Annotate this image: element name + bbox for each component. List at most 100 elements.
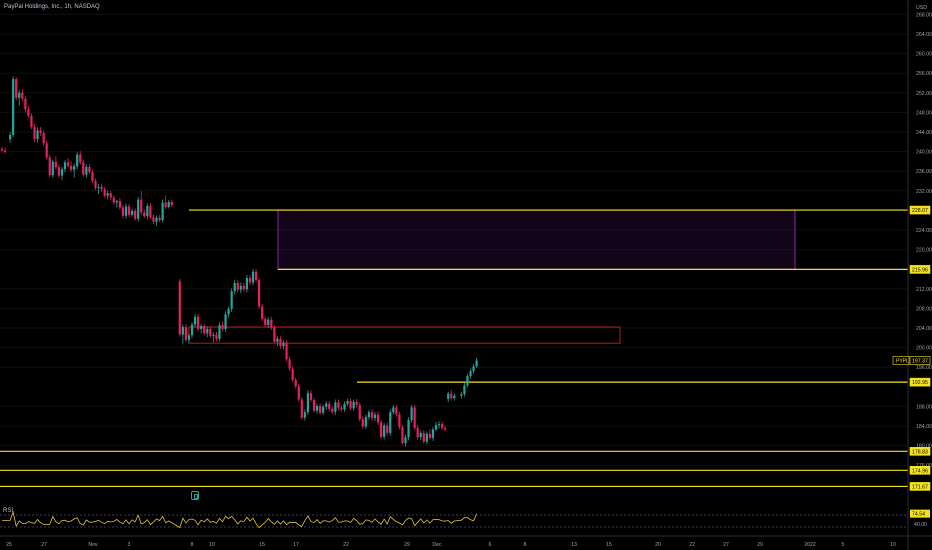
candle-body [100, 186, 103, 190]
price-badge-label: 192.95 [912, 380, 928, 386]
symbol-tag [892, 356, 910, 365]
candle-body [315, 405, 319, 411]
candle-body [45, 143, 48, 158]
time-tick-label: 20 [655, 542, 661, 548]
time-tick-label: 13 [571, 542, 577, 548]
price-tick-label: 180.00 [916, 444, 932, 450]
candle-body [270, 319, 273, 328]
candle-body [410, 407, 413, 421]
symbol-tag-label: PYPL [896, 358, 909, 364]
candle-body [328, 403, 331, 409]
price-tick-label: 208.00 [916, 306, 932, 312]
candle-body [27, 109, 30, 116]
candle-body [358, 404, 361, 420]
candle-body [146, 205, 149, 217]
candle-body [245, 278, 248, 290]
time-tick-label: 5 [842, 542, 845, 548]
candle-body [261, 306, 264, 319]
candle-body [453, 395, 456, 399]
candle-body [230, 291, 233, 309]
candle-body [334, 402, 337, 412]
candle-body [389, 412, 392, 433]
candle-body [200, 326, 203, 329]
time-tick-label: 22 [343, 542, 349, 548]
candles [0, 76, 478, 447]
price-tick-label: 240.00 [916, 150, 932, 156]
candle-body [197, 316, 200, 329]
time-axis[interactable]: 25 27 Nov 3 8 10 15 17 22 29 Dec 6 8 13 15 20 22 27 29 2022… [6, 542, 896, 548]
candle-body [184, 327, 187, 340]
candle-body [276, 338, 279, 342]
rsi-pane[interactable] [0, 510, 908, 529]
candle-body [206, 328, 209, 334]
candle-body [450, 393, 453, 399]
price-badge-label: 228.07 [912, 208, 928, 214]
candle-body [279, 338, 282, 347]
price-badge [909, 265, 931, 274]
candle-body [158, 217, 161, 221]
candle-body [3, 150, 7, 153]
price-tick-label: 236.00 [916, 169, 932, 175]
price-tick-label: 224.00 [916, 228, 932, 234]
price-tick-label: 196.00 [916, 365, 932, 371]
candle-body [106, 193, 109, 196]
candle-body [441, 424, 444, 428]
candle-body [248, 278, 252, 283]
candle-body [36, 130, 39, 139]
candle-body [221, 325, 224, 329]
candle-body [239, 285, 242, 290]
candle-body [15, 79, 18, 98]
candle-body [73, 166, 76, 170]
candle-body [137, 199, 140, 219]
alarm-clock-icon[interactable] [191, 491, 199, 500]
candle-body [115, 201, 118, 203]
candle-body [376, 414, 380, 423]
candle-body [395, 407, 398, 415]
candle-body [42, 132, 45, 144]
candle-body [66, 162, 70, 166]
candle-body [367, 412, 370, 418]
candle-body [57, 167, 60, 176]
candle-body [209, 328, 212, 336]
rsi-scale-label: 40.00 [914, 522, 927, 528]
candle-body [463, 385, 466, 395]
candle-body [63, 162, 67, 170]
price-badge [909, 377, 931, 387]
candle-body [325, 403, 328, 407]
candle-body [193, 316, 197, 325]
candle-body [349, 401, 352, 409]
price-badge [909, 447, 931, 456]
candle-body [416, 427, 419, 438]
time-tick-label: 22 [689, 542, 695, 548]
candle-body [233, 282, 236, 292]
candle-body [346, 401, 349, 404]
candle-body [39, 130, 42, 133]
horizontal-levels[interactable] [0, 209, 908, 488]
price-tick-label: 268.00 [916, 12, 932, 18]
candle-body [267, 319, 270, 326]
rsi-line[interactable] [2, 510, 477, 529]
candle-body [0, 149, 4, 151]
candle-body [161, 202, 164, 221]
candle-body [9, 134, 12, 140]
candle-body [18, 92, 21, 98]
candle-body [218, 325, 221, 339]
candle-body [398, 414, 401, 427]
price-badge [909, 205, 931, 215]
candle-body [91, 172, 94, 181]
time-tick-label: 8 [524, 542, 527, 548]
candle-body [149, 205, 152, 218]
candle-body [428, 433, 431, 438]
candle-body [97, 186, 100, 188]
candle-body [242, 285, 245, 290]
candle-body [48, 157, 51, 176]
candle-body [170, 202, 173, 206]
candle-body [181, 327, 184, 335]
candle-body [355, 401, 358, 405]
candle-body [337, 402, 340, 408]
candle-body [103, 189, 106, 196]
price-axis[interactable]: 268.00 264.00 260.00 256.00 252.00 248.00 244.… [914, 5, 932, 528]
candle-body [167, 202, 170, 207]
time-tick-label: 6 [489, 542, 492, 548]
